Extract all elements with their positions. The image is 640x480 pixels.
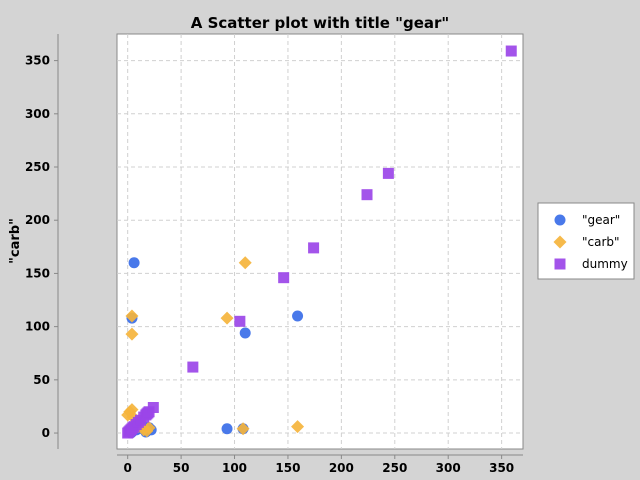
y-tick-label-5: 250 [25, 160, 50, 174]
point-1-9 [125, 327, 139, 341]
axes: 0 50 100 150 200 250 300 350 0 50 100 150 200 250 300 3… [25, 34, 523, 475]
legend-label-0: "gear" [582, 213, 620, 227]
y-tick-label-3: 150 [25, 266, 50, 280]
point-2-17 [234, 315, 246, 327]
x-tick-label-1: 50 [173, 461, 190, 475]
point-1-11 [220, 311, 234, 325]
y-tick-label-4: 200 [25, 213, 50, 227]
y-tick-label-0: 0 [42, 426, 50, 440]
point-2-19 [308, 242, 320, 254]
point-2-18 [278, 272, 290, 284]
legend-marker-2 [554, 258, 566, 270]
point-0-15 [239, 327, 251, 339]
legend: "gear" "carb" dummy [537, 202, 635, 280]
point-2-16 [187, 361, 199, 373]
legend-marker-0 [554, 214, 566, 226]
x-tick-label-2: 100 [222, 461, 247, 475]
x-tick-label-4: 200 [329, 461, 354, 475]
point-2-15 [147, 402, 159, 413]
x-tick-label-5: 250 [382, 461, 407, 475]
x-tick-label-0: 0 [124, 461, 132, 475]
chart-title: A Scatter plot with title "gear" [191, 14, 450, 32]
legend-box [537, 202, 635, 280]
y-tick-label-1: 50 [33, 373, 50, 387]
point-1-13 [238, 256, 252, 270]
x-tick-label-3: 150 [275, 461, 300, 475]
point-1-12 [236, 422, 250, 436]
data-points [121, 45, 517, 439]
point-0-16 [292, 310, 304, 322]
point-2-22 [505, 45, 517, 57]
plot-area [116, 33, 524, 450]
y-tick-label-7: 350 [25, 54, 50, 68]
point-1-14 [291, 420, 305, 434]
point-2-20 [361, 189, 373, 201]
point-0-13 [221, 423, 233, 435]
series-2 [122, 45, 517, 439]
legend-label-1: "carb" [582, 235, 620, 249]
y-axis-label: "carb" [8, 218, 23, 264]
point-2-21 [382, 167, 394, 179]
grid-lines [117, 34, 523, 449]
point-0-12 [128, 257, 140, 269]
legend-marker-1 [553, 235, 567, 249]
legend-label-2: dummy [582, 257, 628, 271]
y-tick-label-6: 300 [25, 107, 50, 121]
x-tick-label-6: 300 [436, 461, 461, 475]
x-tick-label-7: 350 [489, 461, 514, 475]
point-1-10 [125, 309, 139, 323]
y-tick-label-2: 100 [25, 320, 50, 334]
